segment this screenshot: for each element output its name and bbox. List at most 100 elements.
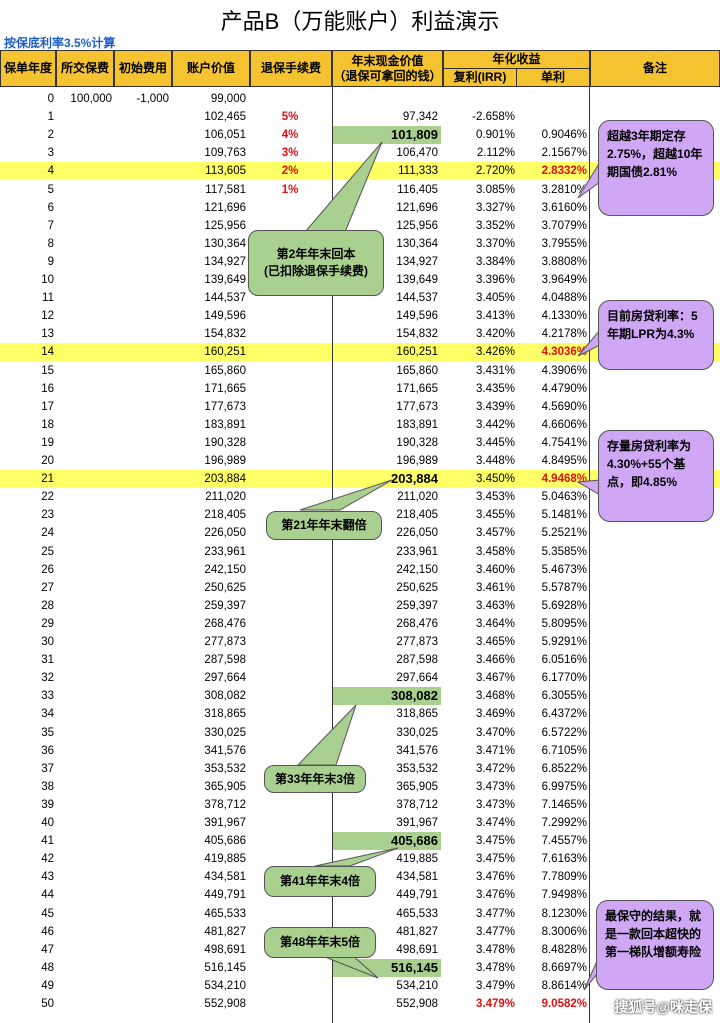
cash-value-cell: 116,405 (397, 183, 438, 196)
table-row: 10 139,649 139,649 3.396% 3.9649% (0, 271, 720, 289)
account-value-cell: 211,020 (205, 491, 246, 504)
surrender-fee-cell: 5% (281, 111, 299, 124)
cash-value-cell: 434,581 (396, 871, 438, 884)
simple-yield-cell: 8.1230% (541, 907, 587, 920)
compound-yield-cell: 3.477% (475, 925, 515, 938)
table-row: 48 516,145 516,145 3.478% 8.6697% (0, 959, 720, 977)
header-account-value: 账户价值 (172, 50, 250, 87)
simple-yield-cell: 8.3006% (541, 925, 587, 938)
simple-yield-cell: 6.8522% (541, 762, 587, 775)
account-value-cell: 165,860 (204, 364, 246, 377)
compound-yield-cell: 3.384% (475, 255, 515, 268)
watermark: 搜狐号@咪走保 (614, 999, 712, 1015)
account-value-cell: 106,051 (204, 129, 246, 142)
cash-value-cell: 130,364 (396, 237, 438, 250)
cash-value-cell: 106,470 (396, 147, 438, 160)
note3-pointer (576, 479, 601, 496)
account-value-cell: 102,465 (204, 111, 246, 124)
table-row: 7 125,956 125,956 3.352% 3.7079% (0, 217, 720, 235)
account-value-cell: 465,533 (204, 907, 246, 920)
table-row: 29 268,476 268,476 3.464% 5.8095% (0, 615, 720, 633)
cash-value-cell: 190,328 (396, 436, 438, 449)
account-value-cell: 149,596 (204, 310, 246, 323)
initial-fee-cell: -1,000 (136, 93, 169, 105)
simple-yield-cell: 3.9649% (541, 274, 587, 286)
account-value-cell: 297,664 (204, 672, 246, 685)
simple-yield-cell: 7.2992% (541, 817, 587, 829)
table-row: 28 259,397 259,397 3.463% 5.6928% (0, 597, 720, 615)
simple-yield-cell: 5.6928% (541, 599, 587, 612)
simple-yield-cell: 7.4557% (541, 835, 587, 848)
simple-yield-cell: 4.6606% (541, 418, 587, 431)
header-year: 保单年度 (0, 50, 56, 87)
simple-yield-cell: 6.3055% (541, 690, 587, 703)
year-cell: 41 (41, 835, 54, 848)
simple-yield-cell: 5.3585% (541, 545, 587, 558)
year-cell: 23 (41, 509, 54, 522)
year-cell: 50 (41, 998, 54, 1010)
simple-yield-cell: 9.0582% (541, 998, 587, 1010)
simple-yield-cell: 7.1465% (541, 798, 587, 811)
account-value-cell: 190,328 (204, 436, 246, 449)
cash-value-cell: 154,832 (396, 328, 438, 341)
simple-yield-cell: 2.8332% (541, 165, 587, 178)
header-remarks: 备注 (590, 50, 720, 87)
cash-value-cell: 391,967 (396, 817, 438, 829)
cash-value-cell: 287,598 (396, 654, 438, 667)
pointer-year21 (299, 479, 393, 511)
simple-yield-cell: 4.9468% (541, 473, 587, 486)
account-value-cell: 434,581 (204, 871, 246, 884)
compound-yield-cell: 3.453% (475, 491, 515, 504)
year-cell: 17 (41, 400, 54, 413)
pointer-year41 (314, 847, 399, 867)
account-value-cell: 498,691 (204, 943, 246, 956)
cash-value-cell: 297,664 (396, 672, 438, 685)
cash-value-cell: 308,082 (391, 688, 438, 704)
cash-value-cell: 218,405 (396, 509, 438, 522)
table-row: 42 419,885 419,885 3.475% 7.6163% (0, 850, 720, 868)
compound-yield-cell: 3.475% (475, 853, 515, 866)
callout-year48-quintuple: 第48年年末5倍 (264, 927, 376, 958)
year-cell: 16 (41, 382, 54, 395)
compound-yield-cell: 3.442% (475, 418, 515, 431)
simple-yield-cell: 4.8495% (541, 455, 587, 467)
compound-yield-cell: 3.470% (475, 726, 515, 739)
benefit-table: 保单年度 所交保费 初始费用 账户价值 退保手续费 年末现金价值 （退保可拿回的… (0, 50, 720, 1023)
year-cell: 44 (41, 889, 54, 902)
callout-year21-double: 第21年年末翻倍 (266, 511, 382, 540)
compound-yield-cell: 3.465% (475, 636, 515, 648)
simple-yield-cell: 8.6697% (541, 961, 587, 974)
table-row: 15 165,860 165,860 3.431% 4.3906% (0, 362, 720, 380)
compound-yield-cell: 3.450% (475, 473, 515, 486)
compound-yield-cell: 3.464% (475, 617, 515, 630)
simple-yield-cell: 4.5690% (541, 400, 587, 413)
note-conclusion: 最保守的结果，就是一款回本超快的第一梯队增额寿险 (596, 900, 714, 990)
year-cell: 30 (41, 636, 54, 648)
cash-value-cell: 419,885 (396, 853, 438, 866)
cash-value-cell: 516,145 (391, 959, 438, 975)
account-value-cell: 516,145 (204, 961, 246, 974)
year-cell: 25 (41, 545, 54, 558)
cash-value-cell: 125,956 (396, 219, 438, 232)
cash-value-cell: 183,891 (396, 418, 438, 431)
account-value-cell: 226,050 (204, 527, 246, 540)
year-cell: 4 (47, 165, 54, 178)
simple-yield-cell: 3.2810% (541, 183, 587, 196)
year-cell: 11 (42, 292, 54, 305)
account-value-cell: 365,905 (204, 780, 246, 793)
year-cell: 13 (41, 328, 54, 341)
pointer-year33 (296, 704, 357, 766)
compound-yield-cell: 3.471% (475, 744, 515, 757)
account-value-cell: 318,865 (204, 708, 246, 721)
cash-value-cell: 134,927 (396, 255, 438, 268)
compound-yield-cell: 3.413% (475, 310, 515, 323)
account-value-cell: 341,576 (204, 744, 246, 757)
simple-yield-cell: 0.9046% (541, 129, 587, 142)
table-row: 1 102,465 5% 97,342 -2.658% (0, 108, 720, 126)
simple-yield-cell: 5.8095% (541, 617, 587, 630)
simple-yield-cell: 4.2178% (541, 328, 587, 341)
compound-yield-cell: 3.439% (475, 400, 515, 413)
callout-year33-triple: 第33年年末3倍 (264, 765, 366, 793)
account-value-cell: 481,827 (204, 925, 246, 938)
table-row: 33 308,082 308,082 3.468% 6.3055% (0, 687, 720, 705)
